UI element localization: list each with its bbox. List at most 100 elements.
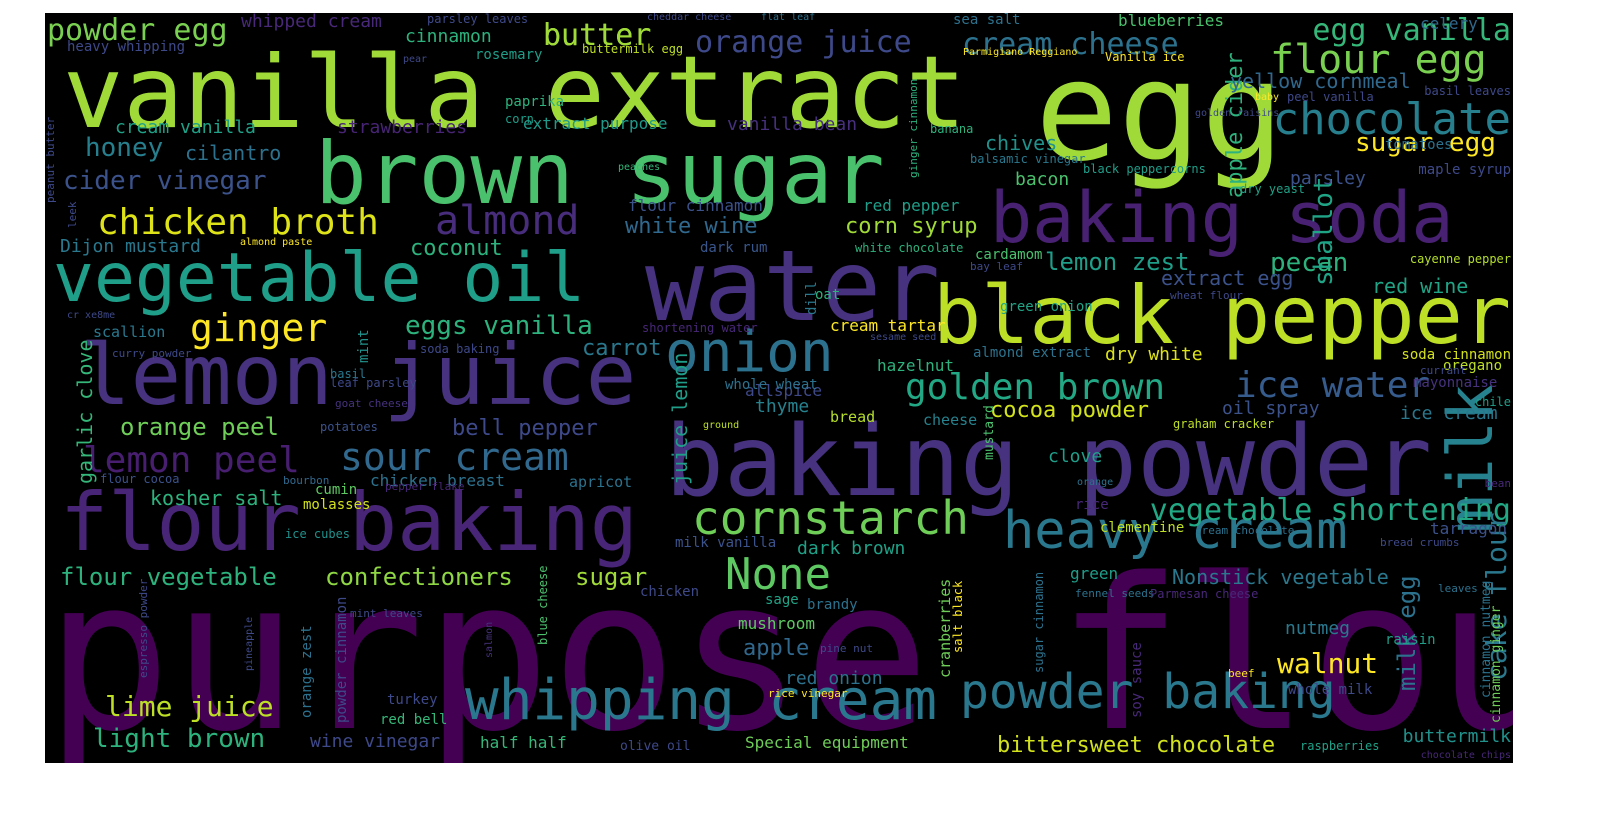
word-salt-black: salt black bbox=[951, 580, 965, 653]
word-flour-vegetable: flour vegetable bbox=[60, 563, 277, 591]
word-pineapple: pineapple bbox=[244, 616, 255, 671]
word-bread: bread bbox=[830, 408, 876, 426]
word-flour-baking: flour baking bbox=[60, 476, 638, 569]
word-turkey: turkey bbox=[387, 692, 438, 708]
word-chicken: chicken bbox=[640, 584, 700, 600]
word-sugar-cinnamon: sugar cinnamon bbox=[1032, 571, 1046, 673]
word-chives: chives bbox=[985, 131, 1058, 155]
word-pine-nut: pine nut bbox=[820, 642, 873, 655]
word-tomatoes: tomatoes bbox=[1385, 137, 1453, 153]
word-rosemary: rosemary bbox=[475, 47, 543, 63]
word-powder-baking: powder baking bbox=[960, 664, 1336, 720]
word-tarragon: tarragon bbox=[1430, 519, 1508, 538]
word-balsamic-vinegar: balsamic vinegar bbox=[970, 152, 1086, 166]
word-walnut: walnut bbox=[1277, 647, 1379, 680]
word-powder-egg: powder egg bbox=[47, 13, 228, 48]
word-cornstarch: cornstarch bbox=[692, 491, 969, 545]
word-cumin: cumin bbox=[315, 482, 358, 498]
word-peel-vanilla: peel vanilla bbox=[1287, 90, 1374, 104]
word-kosher-salt: kosher salt bbox=[150, 486, 283, 510]
word-bean: bean bbox=[1484, 477, 1512, 490]
word-curry-powder: curry powder bbox=[112, 347, 192, 360]
word-bourbon: bourbon bbox=[283, 474, 330, 487]
word-cloud: purpose flour egg vanilla extract baking po… bbox=[45, 13, 1513, 763]
word-ginger-cinnamon: ginger cinnamon bbox=[907, 78, 920, 178]
word-bay-leaf: bay leaf bbox=[970, 260, 1023, 273]
word-fennel-seeds: fennel seeds bbox=[1075, 587, 1155, 600]
word-black-pepper: black pepper bbox=[933, 269, 1511, 362]
word-vanilla-ice: Vanilla ice bbox=[1105, 50, 1185, 64]
word-flour-cocoa: flour cocoa bbox=[100, 472, 180, 486]
word-almond-extract: almond extract bbox=[973, 345, 1092, 361]
word-butter: butter bbox=[543, 18, 652, 53]
word-corn: corn bbox=[505, 112, 534, 126]
word-buttermilk-egg: buttermilk egg bbox=[582, 42, 684, 56]
word-cilantro: cilantro bbox=[185, 141, 282, 165]
word-whipped-cream: whipped cream bbox=[241, 13, 382, 32]
word-heavy-cream: heavy cream bbox=[1003, 501, 1348, 561]
word-whipping-cream: whipping cream bbox=[465, 668, 938, 733]
word-sugar: sugar bbox=[575, 563, 648, 591]
word-dry-yeast: dry yeast bbox=[1240, 182, 1306, 196]
word-baking-soda: baking soda bbox=[990, 177, 1454, 259]
word-cr-xe8me: cr xe8me bbox=[67, 310, 116, 321]
word-water: water bbox=[645, 230, 941, 344]
word-powder-cinnamon: powder cinnamon bbox=[334, 596, 350, 723]
word-parmigiano-reggiano: Parmigiano Reggiano bbox=[963, 47, 1078, 58]
word-parsley: parsley bbox=[1290, 168, 1366, 189]
word-sesame-seed: sesame seed bbox=[870, 332, 937, 343]
word-currant: currant bbox=[1420, 364, 1467, 377]
word-flat-leaf: flat leaf bbox=[761, 13, 816, 23]
word-dark-brown: dark brown bbox=[797, 538, 906, 559]
word-golden-raisins: golden raisins bbox=[1195, 108, 1280, 119]
word-black-peppercorns: black peppercorns bbox=[1083, 162, 1206, 176]
word-honey: honey bbox=[85, 133, 164, 163]
word-cream-cheese: cream cheese bbox=[962, 27, 1179, 62]
word-whole-milk: whole milk bbox=[1288, 682, 1373, 698]
word-baby: baby bbox=[1255, 92, 1280, 103]
word-apple: apple bbox=[743, 636, 810, 661]
word-olive-oil: olive oil bbox=[620, 739, 691, 754]
word-coconut: coconut bbox=[410, 236, 503, 261]
word-shallot: shallot bbox=[1309, 176, 1339, 286]
word-oregano: oregano bbox=[1443, 358, 1503, 374]
word-vanilla-bean: vanilla bean bbox=[727, 114, 858, 135]
word-light-brown: light brown bbox=[93, 724, 266, 754]
word-salmon: salmon bbox=[484, 621, 495, 658]
word-ground: ground bbox=[703, 420, 740, 431]
word-thyme: thyme bbox=[755, 396, 810, 417]
word-peanut-butter: peanut butter bbox=[45, 116, 57, 203]
word-white-chocolate: white chocolate bbox=[855, 241, 964, 255]
word-wheat-flour: wheat flour bbox=[1170, 289, 1243, 302]
word-cream-vanilla: cream vanilla bbox=[115, 117, 256, 138]
word-garlic-clove: garlic clove bbox=[73, 339, 97, 485]
word-vegetable-oil: vegetable oil bbox=[53, 239, 586, 318]
word-soda-baking: soda baking bbox=[420, 342, 500, 356]
word-bread-crumbs: bread crumbs bbox=[1380, 536, 1460, 549]
word-blue-cheese: blue cheese bbox=[536, 565, 550, 645]
word-bittersweet-chocolate: bittersweet chocolate bbox=[997, 733, 1276, 758]
word-paprika: paprika bbox=[505, 94, 565, 110]
word-dry-white: dry white bbox=[1105, 344, 1203, 365]
word-rice: rice bbox=[1075, 497, 1109, 513]
word-yellow-cornmeal: yellow cornmeal bbox=[1230, 69, 1411, 93]
word-whole-wheat: whole wheat bbox=[725, 377, 818, 393]
word-potatoes: potatoes bbox=[320, 420, 378, 434]
word-shortening-water: shortening water bbox=[642, 321, 758, 335]
word-baking-powder: baking powder bbox=[665, 405, 1433, 519]
word-almond-paste: almond paste bbox=[240, 237, 313, 248]
word-confectioners: confectioners bbox=[325, 563, 513, 591]
word-sea-salt: sea salt bbox=[953, 13, 1021, 28]
word-lemon-zest: lemon zest bbox=[1045, 248, 1190, 276]
word-chocolate: chocolate bbox=[1272, 94, 1511, 145]
word-heavy-whipping: heavy whipping bbox=[67, 39, 186, 55]
word-leaves: leaves bbox=[1438, 582, 1478, 595]
word-vanilla-extract: vanilla extract bbox=[63, 34, 967, 151]
word-onion: onion bbox=[665, 320, 834, 385]
word-none: None bbox=[725, 549, 831, 600]
word-chocolate-chips: chocolate chips bbox=[1420, 750, 1511, 761]
word-half-half: half half bbox=[480, 733, 567, 752]
word-soda-cinnamon: soda cinnamon bbox=[1401, 347, 1511, 363]
word-lime-juice: lime juice bbox=[105, 690, 274, 723]
word-cinnamon-ginger: cinnamon ginger bbox=[1489, 605, 1504, 723]
